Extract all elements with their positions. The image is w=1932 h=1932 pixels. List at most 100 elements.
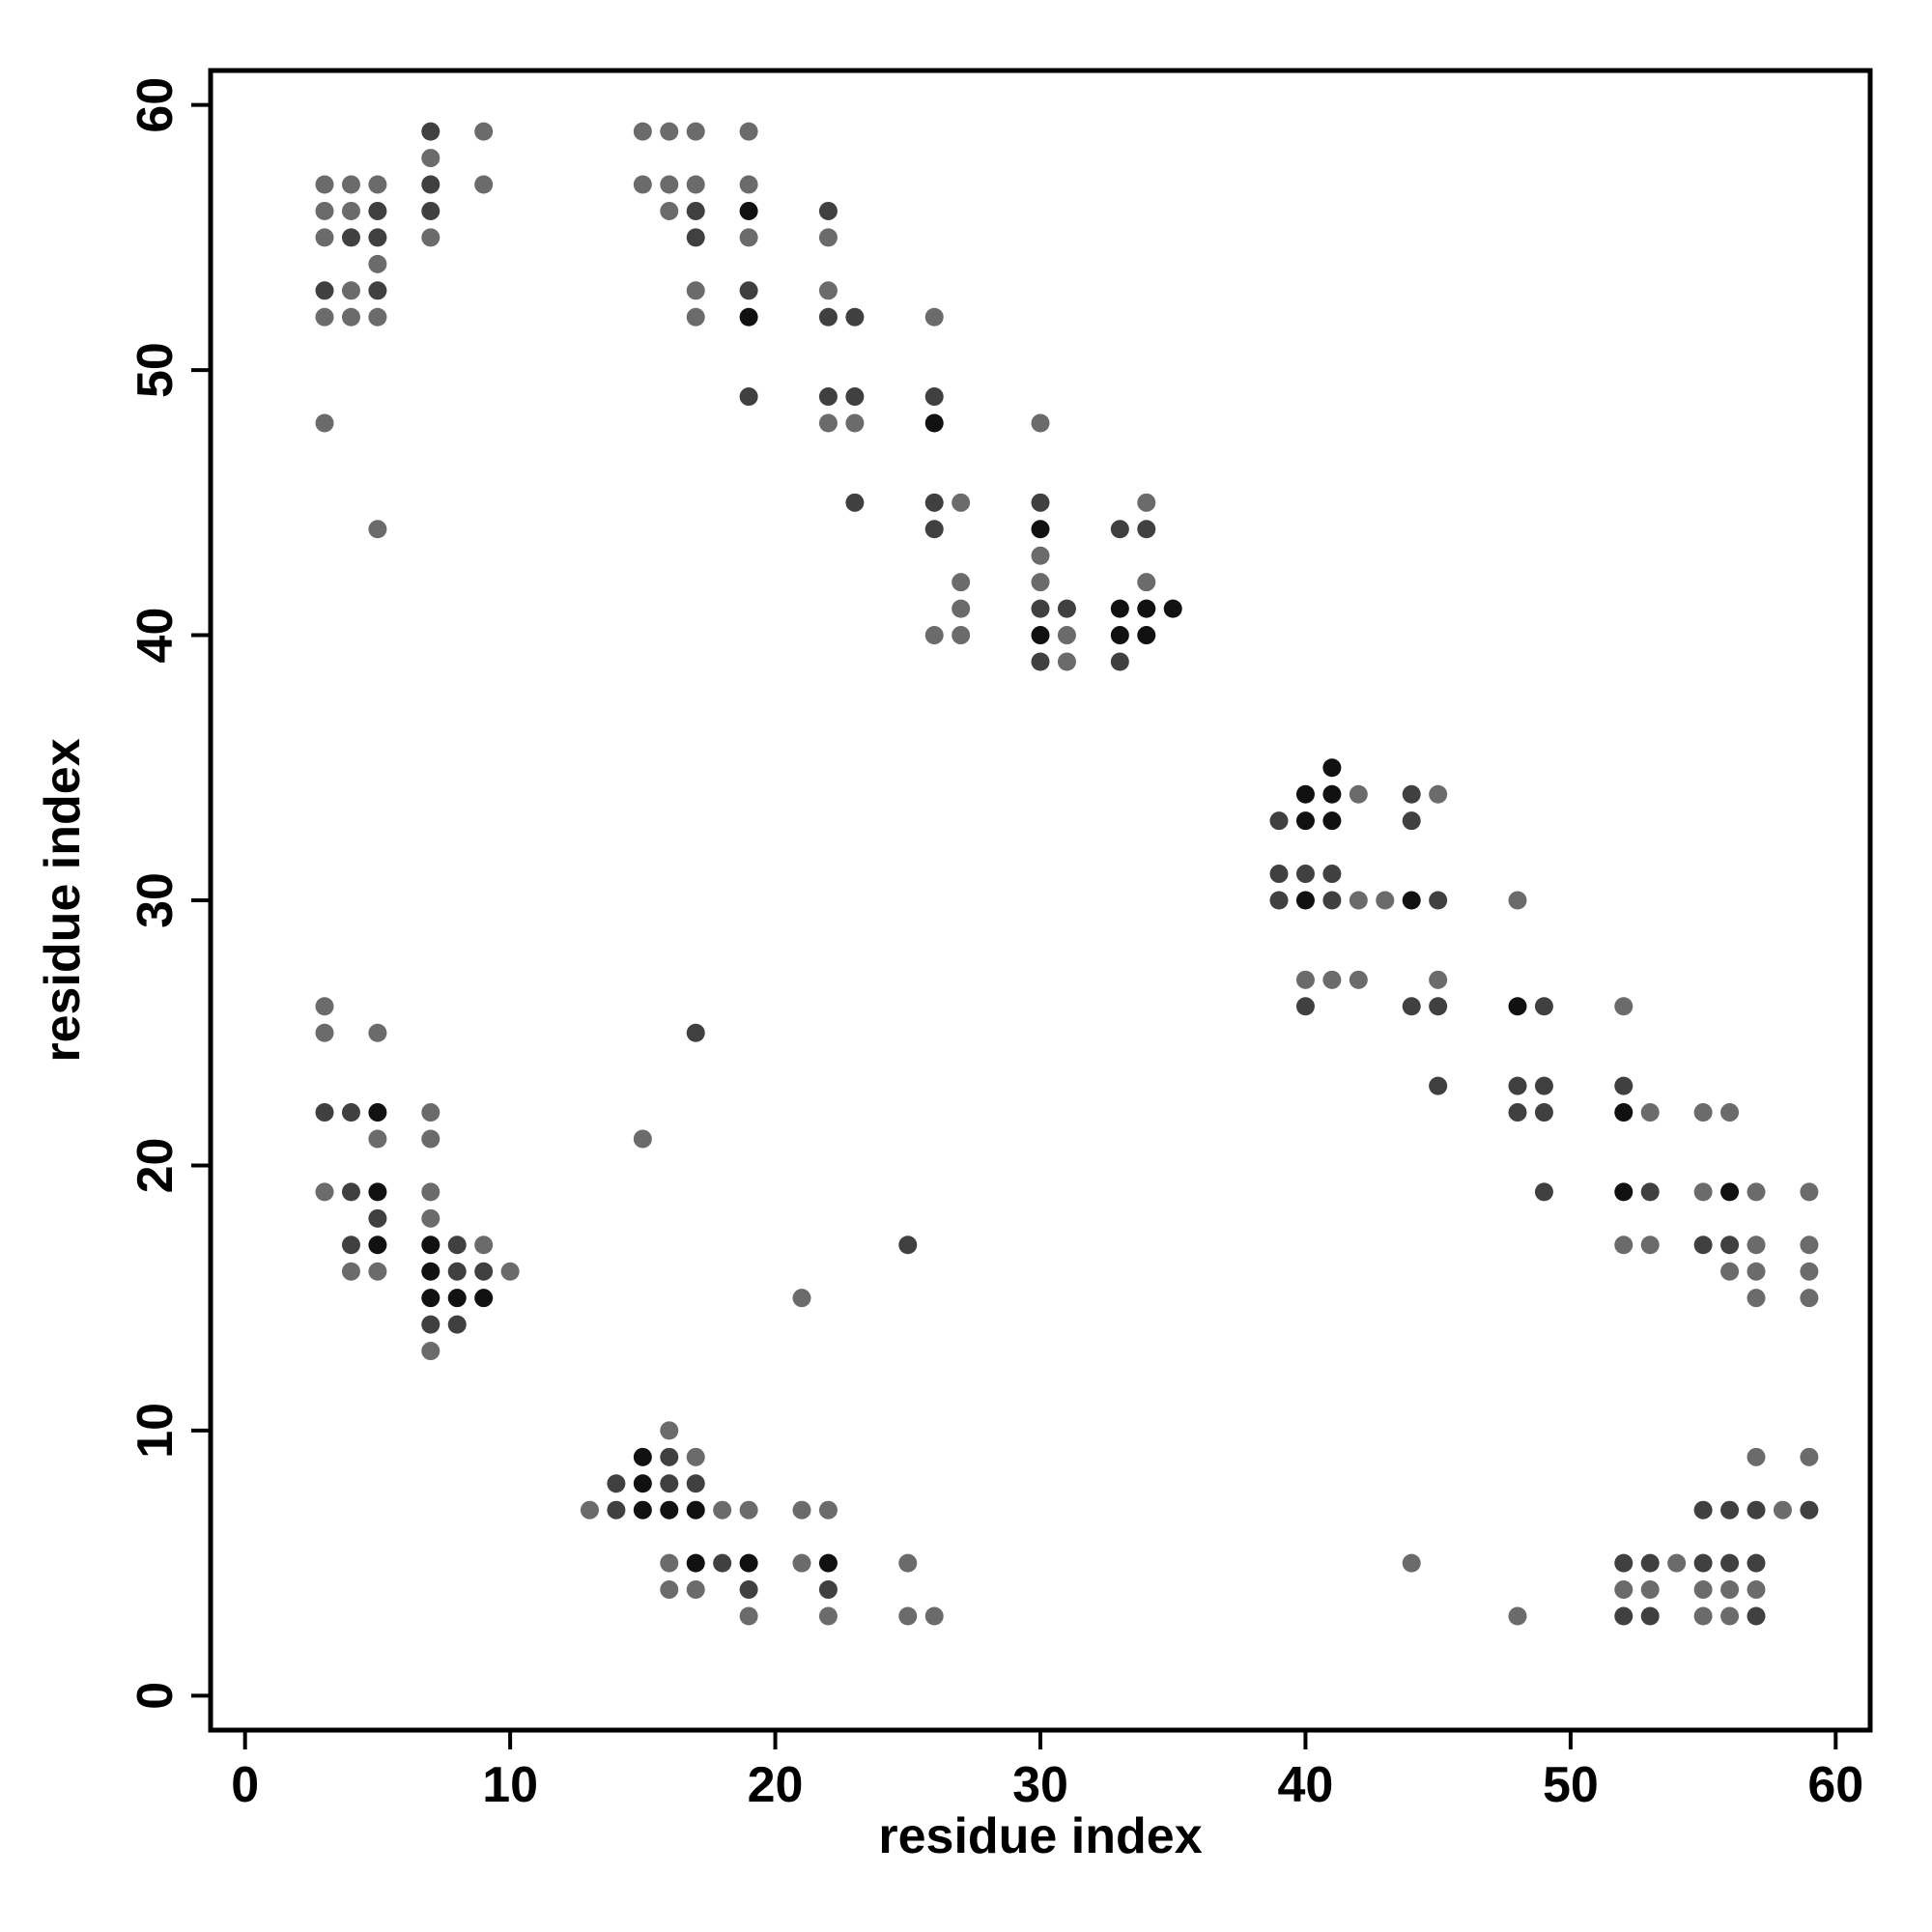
contact-point: [1295, 970, 1315, 989]
contact-point: [1402, 1553, 1421, 1573]
contact-point: [341, 1182, 360, 1202]
contact-point: [1295, 811, 1315, 831]
contact-point: [818, 281, 838, 300]
contact-point: [818, 307, 838, 327]
contact-point: [474, 1289, 494, 1308]
contact-point: [421, 122, 440, 141]
contact-point: [739, 1500, 758, 1520]
contact-point: [1376, 891, 1395, 910]
contact-point: [1322, 758, 1342, 778]
contact-point: [686, 122, 705, 141]
contact-point: [1508, 1103, 1527, 1122]
x-tick-label: 0: [231, 1757, 259, 1813]
contact-point: [474, 175, 494, 194]
contact-point: [952, 626, 971, 645]
contact-point: [368, 281, 387, 300]
contact-point: [1614, 1103, 1634, 1122]
contact-point: [1693, 1103, 1713, 1122]
contact-point: [368, 520, 387, 539]
contact-point: [1720, 1182, 1740, 1202]
contact-point: [1137, 573, 1156, 592]
contact-point: [341, 307, 360, 327]
contact-point: [952, 573, 971, 592]
contact-point: [1640, 1182, 1660, 1202]
contact-point: [474, 122, 494, 141]
contact-point: [739, 175, 758, 194]
y-tick-label: 60: [128, 77, 184, 133]
contact-point: [1031, 520, 1050, 539]
contact-point: [315, 307, 334, 327]
y-tick-label: 30: [128, 872, 184, 928]
contact-point: [1640, 1236, 1660, 1255]
contact-point: [1720, 1606, 1740, 1626]
contact-point: [924, 493, 944, 512]
contact-point: [1402, 891, 1421, 910]
contact-point: [1110, 652, 1129, 671]
contact-point: [1031, 599, 1050, 618]
contact-point: [447, 1289, 467, 1308]
contact-point: [686, 1447, 705, 1466]
contact-point: [1031, 546, 1050, 565]
contact-point: [686, 1553, 705, 1573]
contact-point: [368, 307, 387, 327]
contact-point: [1720, 1553, 1740, 1573]
contact-point: [341, 175, 360, 194]
contact-point: [713, 1500, 732, 1520]
contact-point: [818, 201, 838, 220]
contact-point: [686, 1023, 705, 1042]
contact-point: [368, 1103, 387, 1122]
contact-point: [792, 1500, 811, 1520]
contact-point: [421, 175, 440, 194]
contact-point: [739, 1553, 758, 1573]
contact-point: [1720, 1580, 1740, 1600]
contact-point: [1720, 1103, 1740, 1122]
contact-point: [447, 1315, 467, 1334]
contact-point: [421, 1103, 440, 1122]
contact-point: [1640, 1103, 1660, 1122]
contact-point: [792, 1553, 811, 1573]
contact-point: [1747, 1182, 1766, 1202]
contact-point: [660, 1421, 679, 1440]
contact-point: [1640, 1606, 1660, 1626]
contact-point: [686, 1474, 705, 1493]
contact-point: [368, 254, 387, 273]
contact-point: [633, 1500, 652, 1520]
contact-point: [1800, 1500, 1819, 1520]
contact-point: [1322, 865, 1342, 884]
contact-point: [1614, 997, 1634, 1016]
contact-point: [421, 201, 440, 220]
contact-point: [1747, 1289, 1766, 1308]
contact-point: [421, 1289, 440, 1308]
contact-point: [739, 307, 758, 327]
contact-point: [315, 201, 334, 220]
contact-point: [368, 228, 387, 247]
contact-point: [1614, 1580, 1634, 1600]
contact-point: [1534, 1076, 1553, 1095]
contact-point: [1110, 520, 1129, 539]
x-tick-label: 40: [1278, 1757, 1334, 1813]
contact-point: [818, 1553, 838, 1573]
contact-point: [1031, 493, 1050, 512]
contact-point: [924, 387, 944, 407]
contact-point: [1031, 413, 1050, 433]
contact-point: [1295, 891, 1315, 910]
contact-point: [633, 1447, 652, 1466]
contact-point: [898, 1236, 918, 1255]
contact-point: [1508, 1076, 1527, 1095]
contact-point: [1349, 970, 1368, 989]
x-axis-label: residue index: [878, 1808, 1202, 1864]
contact-point: [739, 281, 758, 300]
contact-point: [1269, 865, 1289, 884]
contact-point: [474, 1236, 494, 1255]
contact-point: [447, 1236, 467, 1255]
contact-point: [368, 1262, 387, 1281]
contact-point: [1773, 1500, 1792, 1520]
contact-point: [368, 1023, 387, 1042]
contact-point: [500, 1262, 520, 1281]
contact-point: [315, 1103, 334, 1122]
contact-point: [341, 228, 360, 247]
contact-point: [607, 1500, 626, 1520]
contact-point: [1322, 784, 1342, 804]
contact-point: [1429, 997, 1448, 1016]
